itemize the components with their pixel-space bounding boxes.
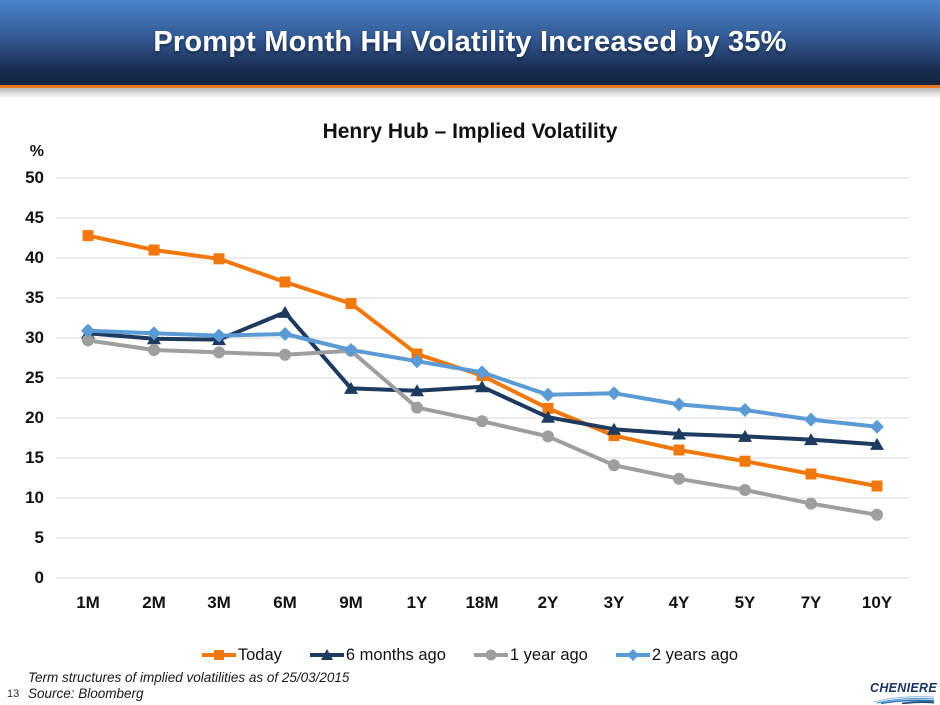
data-point-marker-square bbox=[608, 430, 620, 442]
banner-shadow bbox=[0, 88, 940, 98]
data-point-marker-square bbox=[871, 480, 883, 492]
x-tick-label: 3Y bbox=[603, 593, 625, 612]
data-point-marker-circle bbox=[673, 472, 685, 485]
data-point-marker-square bbox=[345, 298, 357, 310]
x-tick-label: 18M bbox=[465, 593, 499, 612]
x-tick-label: 10Y bbox=[861, 593, 893, 612]
data-point-marker-diamond bbox=[344, 343, 358, 357]
data-point-marker-circle bbox=[279, 348, 291, 361]
data-point-marker-triangle bbox=[870, 437, 884, 450]
legend-label: 1 year ago bbox=[509, 645, 588, 664]
x-tick-label: 4Y bbox=[668, 593, 690, 612]
legend-marker-square-icon bbox=[201, 650, 236, 660]
legend-item-6-months-ago: 6 months ago bbox=[309, 645, 446, 665]
data-point-marker-diamond bbox=[475, 365, 489, 380]
legend-label: Today bbox=[237, 645, 282, 664]
data-point-marker-circle bbox=[148, 344, 160, 356]
cheniere-logo-text: CHENIERE bbox=[870, 681, 937, 695]
data-point-marker-circle bbox=[213, 346, 225, 359]
data-point-marker-diamond bbox=[870, 419, 884, 434]
footnote-source: Source: Bloomberg bbox=[28, 686, 144, 701]
y-tick-label: 25 bbox=[25, 368, 44, 387]
data-point-marker-triangle bbox=[607, 422, 621, 435]
legend-item-2-years-ago: 2 years ago bbox=[615, 645, 739, 665]
data-point-marker-square bbox=[739, 455, 751, 467]
legend-marker-circle-icon bbox=[473, 649, 508, 661]
x-tick-label: 9M bbox=[339, 593, 363, 612]
legend-label: 6 months ago bbox=[345, 645, 446, 664]
series-line-today bbox=[86, 233, 879, 488]
chart-title: Henry Hub – Implied Volatility bbox=[322, 120, 618, 143]
data-point-marker-diamond bbox=[804, 412, 818, 427]
y-axis-unit-label: % bbox=[29, 143, 44, 160]
slide-title-banner: Prompt Month HH Volatility Increased by … bbox=[0, 0, 940, 88]
cheniere-logo: CHENIERE bbox=[867, 682, 937, 704]
y-tick-label: 40 bbox=[25, 248, 44, 267]
legend-marker-diamond-icon bbox=[615, 649, 650, 661]
data-point-marker-square bbox=[279, 276, 291, 288]
x-tick-label: 1Y bbox=[406, 593, 428, 612]
data-point-marker-square bbox=[213, 253, 225, 265]
cheniere-logo-swoosh-icon bbox=[873, 696, 935, 704]
x-tick-label: 6M bbox=[273, 593, 297, 612]
y-tick-label: 0 bbox=[34, 568, 44, 587]
y-tick-label: 5 bbox=[34, 528, 44, 547]
data-point-marker-triangle bbox=[344, 381, 358, 394]
data-point-marker-diamond bbox=[212, 328, 226, 343]
data-point-marker-square bbox=[542, 402, 554, 414]
data-point-marker-diamond bbox=[410, 354, 424, 369]
x-tick-label: 1M bbox=[76, 593, 100, 612]
x-tick-label: 5Y bbox=[734, 593, 756, 612]
data-point-marker-circle bbox=[411, 401, 423, 414]
y-tick-label: 10 bbox=[25, 488, 44, 507]
y-tick-label: 30 bbox=[25, 328, 44, 347]
data-point-marker-triangle bbox=[804, 433, 818, 446]
data-point-marker-triangle bbox=[475, 380, 489, 393]
x-tick-label: 2M bbox=[142, 593, 166, 612]
data-point-marker-circle bbox=[739, 484, 751, 496]
data-point-marker-diamond bbox=[738, 403, 752, 417]
x-tick-label: 7Y bbox=[800, 593, 822, 612]
data-point-marker-square bbox=[673, 444, 685, 456]
y-tick-label: 45 bbox=[25, 208, 44, 227]
data-point-marker-triangle bbox=[278, 305, 292, 318]
data-point-marker-square bbox=[82, 230, 94, 242]
data-point-marker-square bbox=[805, 468, 817, 480]
data-point-marker-triangle bbox=[672, 427, 686, 440]
x-tick-label: 2Y bbox=[537, 593, 559, 612]
legend-marker-triangle-icon bbox=[309, 649, 344, 660]
y-tick-label: 50 bbox=[25, 168, 44, 187]
legend-label: 2 years ago bbox=[651, 645, 739, 664]
data-point-marker-circle bbox=[805, 497, 817, 510]
page-number: 13 bbox=[7, 688, 20, 700]
data-point-marker-square bbox=[148, 244, 160, 256]
data-point-marker-square bbox=[411, 348, 423, 360]
y-tick-label: 35 bbox=[25, 288, 44, 307]
data-point-marker-diamond bbox=[607, 386, 621, 401]
data-point-marker-triangle bbox=[541, 410, 555, 423]
data-point-marker-diamond bbox=[541, 387, 555, 402]
data-point-marker-circle bbox=[608, 459, 620, 472]
x-tick-label: 3M bbox=[207, 593, 231, 612]
data-point-marker-diamond bbox=[81, 323, 95, 338]
y-tick-label: 20 bbox=[25, 408, 44, 427]
data-point-marker-triangle bbox=[738, 429, 752, 442]
data-point-marker-circle bbox=[542, 430, 554, 443]
y-tick-label: 15 bbox=[25, 448, 44, 467]
data-point-marker-circle bbox=[476, 415, 488, 428]
data-point-marker-diamond bbox=[672, 397, 686, 412]
data-point-marker-diamond bbox=[147, 326, 161, 341]
data-point-marker-triangle bbox=[410, 384, 424, 397]
slide-title: Prompt Month HH Volatility Increased by … bbox=[153, 26, 787, 58]
chart-legend: Today 6 months ago 1 year ago 2 years ago bbox=[0, 643, 940, 667]
footnote-term-structures: Term structures of implied volatilities … bbox=[28, 670, 350, 685]
data-point-marker-circle bbox=[82, 334, 94, 347]
legend-item-1-year-ago: 1 year ago bbox=[473, 645, 588, 665]
data-point-marker-diamond bbox=[278, 327, 292, 341]
legend-item-today: Today bbox=[201, 645, 282, 665]
data-point-marker-circle bbox=[871, 508, 883, 521]
